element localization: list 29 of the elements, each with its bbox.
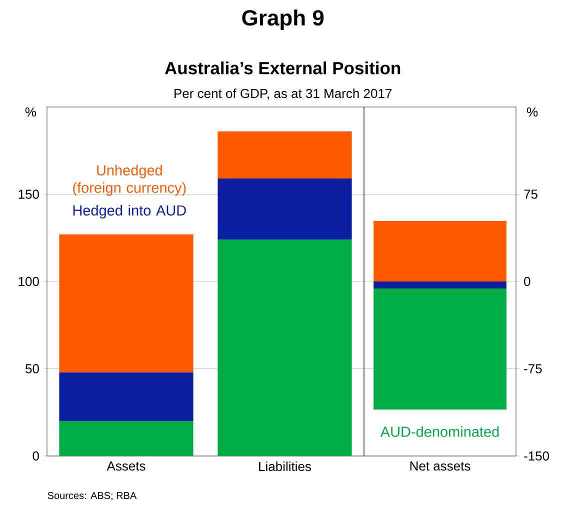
bar [218,178,352,240]
bar [374,281,506,288]
bar [59,421,194,456]
bar [218,131,352,179]
bar [374,288,506,410]
bar [59,234,194,372]
y-tick-label: 0 [32,451,39,461]
source-note: Sources: ABS; RBA [48,492,137,500]
y-tick-label: 75 [524,190,538,199]
text: Hedged into AUD [73,204,186,218]
y-axis-title: % [526,107,538,117]
bar [218,240,352,456]
y-tick-label: 0 [524,276,530,286]
text: Unhedged (foreign currency) [73,164,186,196]
x-tick-label: Assets [106,462,146,471]
bar [374,221,506,282]
y-tick-label: 50 [26,364,39,374]
y-axis-title: % [25,107,36,117]
chart-subtitle: Per cent of GDP, as at 31 March 2017 [174,88,392,100]
bar [59,372,194,422]
y-tick-label: 100 [18,276,39,286]
y-tick-label: 150 [18,190,39,199]
y-tick-label: -75 [524,364,542,374]
chart-title: Australia’s External Position [164,61,400,74]
y-tick-label: -150 [524,451,550,461]
x-tick-label: Net assets [410,462,470,471]
series-label: AUD-denominated [380,426,499,437]
caption: Graph 9 [242,9,324,30]
x-tick-label: Liabilities [259,462,312,472]
